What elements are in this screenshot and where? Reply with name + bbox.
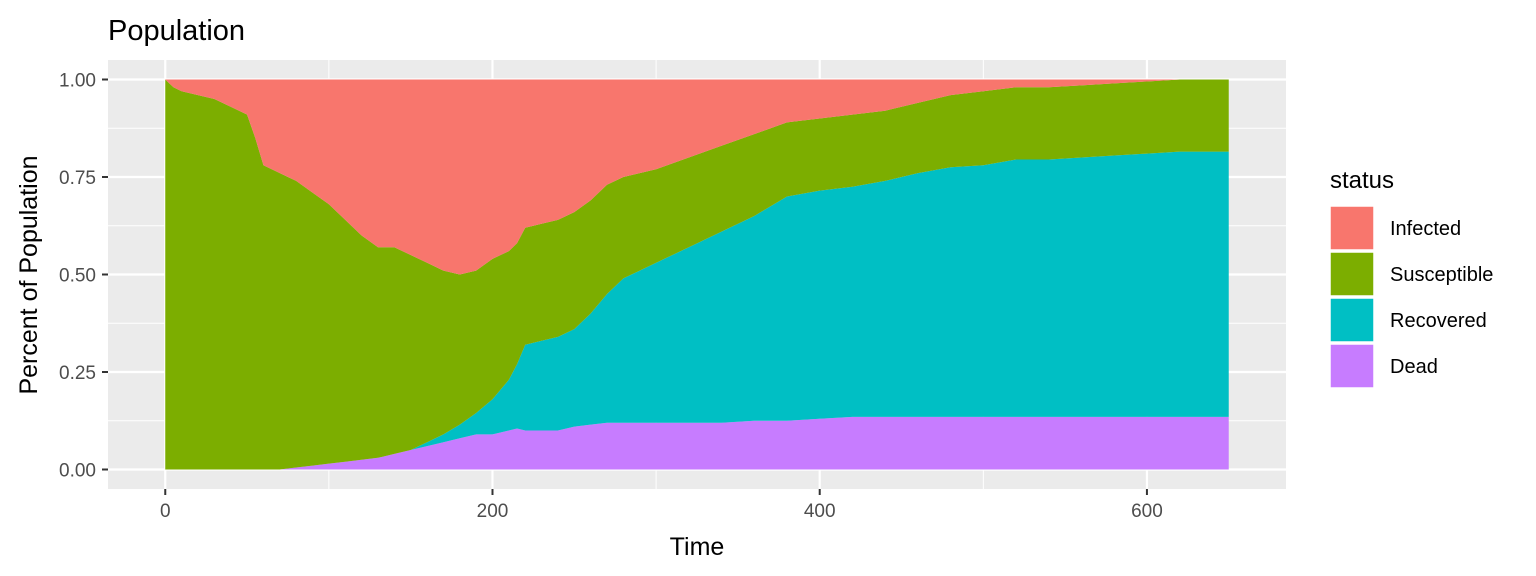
legend-key-recovered	[1329, 297, 1375, 343]
y-tick-label: 0.75	[59, 168, 96, 189]
area-infected	[165, 79, 1229, 275]
legend: status Infected Susceptible Recovered Dead	[1329, 167, 1493, 389]
y-tick-label: 1.00	[59, 71, 96, 92]
legend-label-recovered: Recovered	[1390, 310, 1487, 332]
stacked-areas	[165, 79, 1229, 470]
area-susceptible	[165, 79, 1229, 470]
y-tick-label: 0.00	[59, 461, 96, 482]
legend-key-susceptible	[1329, 251, 1375, 297]
y-tick-label: 0.50	[59, 266, 96, 287]
area-dead	[165, 416, 1229, 470]
legend-title: status	[1330, 167, 1394, 194]
y-axis-title: Percent of Population	[15, 155, 43, 394]
y-axis-ticks: 0.00 0.25 0.50 0.75 1.00	[59, 71, 108, 482]
chart-title: Population	[108, 15, 245, 47]
legend-key-dead	[1329, 343, 1375, 389]
legend-key-infected	[1329, 205, 1375, 251]
area-recovered	[165, 151, 1229, 470]
x-tick-label: 0	[160, 501, 171, 522]
x-tick-label: 400	[804, 501, 836, 522]
x-axis-ticks: 0 200 400 600	[160, 489, 1163, 522]
x-axis-title: Time	[670, 533, 725, 561]
y-tick-label: 0.25	[59, 363, 96, 384]
legend-label-susceptible: Susceptible	[1390, 264, 1493, 286]
legend-label-dead: Dead	[1390, 356, 1438, 378]
x-tick-label: 200	[477, 501, 509, 522]
legend-label-infected: Infected	[1390, 218, 1461, 240]
x-tick-label: 600	[1131, 501, 1163, 522]
